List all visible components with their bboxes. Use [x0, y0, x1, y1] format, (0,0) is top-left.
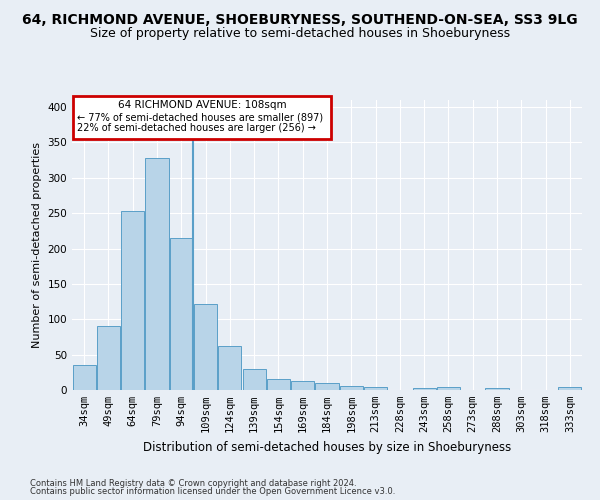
Text: Contains HM Land Registry data © Crown copyright and database right 2024.: Contains HM Land Registry data © Crown c…	[30, 478, 356, 488]
Bar	[242, 370, 266, 390]
Bar	[485, 388, 509, 390]
Bar	[437, 387, 460, 390]
Text: 22% of semi-detached houses are larger (256) →: 22% of semi-detached houses are larger (…	[77, 124, 316, 134]
Bar	[97, 326, 120, 390]
Text: 64, RICHMOND AVENUE, SHOEBURYNESS, SOUTHEND-ON-SEA, SS3 9LG: 64, RICHMOND AVENUE, SHOEBURYNESS, SOUTH…	[22, 12, 578, 26]
Bar	[559, 387, 581, 390]
X-axis label: Distribution of semi-detached houses by size in Shoeburyness: Distribution of semi-detached houses by …	[143, 440, 511, 454]
Text: ← 77% of semi-detached houses are smaller (897): ← 77% of semi-detached houses are smalle…	[77, 112, 323, 122]
Text: Size of property relative to semi-detached houses in Shoeburyness: Size of property relative to semi-detach…	[90, 28, 510, 40]
Text: 64 RICHMOND AVENUE: 108sqm: 64 RICHMOND AVENUE: 108sqm	[118, 100, 286, 110]
FancyBboxPatch shape	[73, 96, 331, 139]
Bar	[170, 238, 193, 390]
Bar	[413, 388, 436, 390]
Bar	[364, 387, 387, 390]
Bar	[218, 346, 241, 390]
Y-axis label: Number of semi-detached properties: Number of semi-detached properties	[32, 142, 42, 348]
Bar	[145, 158, 169, 390]
Bar	[194, 304, 217, 390]
Bar	[340, 386, 363, 390]
Bar	[121, 211, 144, 390]
Bar	[316, 383, 338, 390]
Bar	[73, 365, 95, 390]
Bar	[291, 381, 314, 390]
Bar	[267, 380, 290, 390]
Text: Contains public sector information licensed under the Open Government Licence v3: Contains public sector information licen…	[30, 487, 395, 496]
